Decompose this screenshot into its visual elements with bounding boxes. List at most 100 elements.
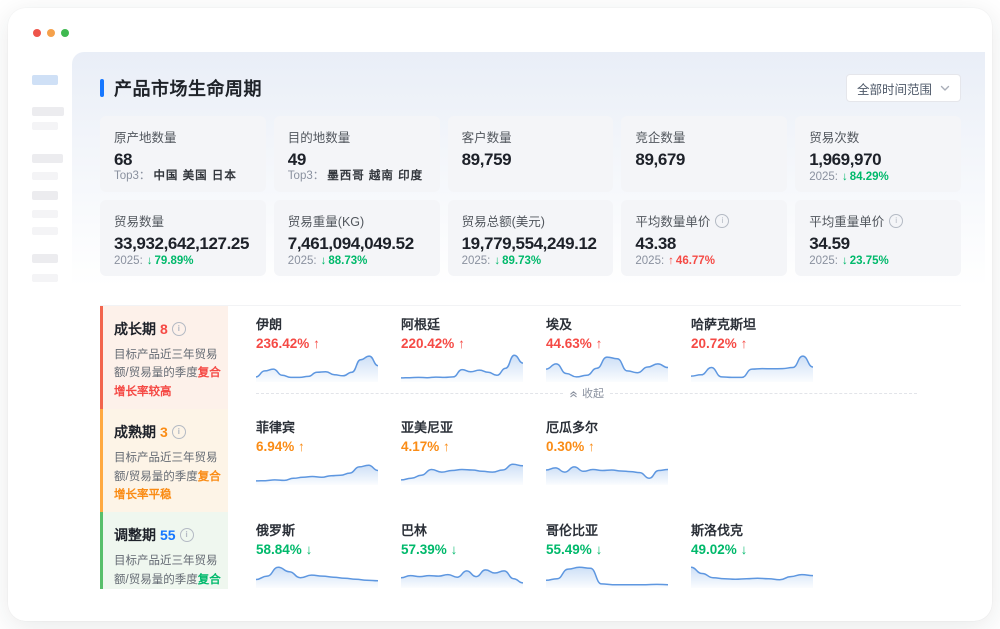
stat-label: 原产地数量 <box>114 131 177 145</box>
section-title: 成熟期 3 <box>114 422 222 442</box>
country-chart: 阿根廷 220.42% ↑ <box>400 314 546 382</box>
section-count: 8 <box>160 321 168 337</box>
country-name: 菲律宾 <box>256 420 296 436</box>
stats-grid: 原产地数量 68 Top3： 中国 美国 日本 目的地数量 49 Top3： 墨西哥… <box>100 116 961 276</box>
lifecycle-sections: 成长期 8 目标产品近三年贸易额/贸易量的季度复合增长率较高 伊朗 236.42… <box>100 305 961 589</box>
sidebar-item[interactable] <box>32 227 58 235</box>
arrow-up-icon: ↑ <box>588 439 595 455</box>
stat-value: 7,461,094,049.52 <box>287 234 414 253</box>
info-icon[interactable] <box>715 213 730 228</box>
sidebar-item[interactable] <box>32 254 58 263</box>
arrow-up-icon: ↑ <box>458 336 465 351</box>
stat-card-avg-weight-price: 平均重量单价 34.59 2025:↓23.75% <box>795 200 961 276</box>
country-growth-rate: 220.42% ↑ <box>401 336 465 351</box>
sparkline-chart <box>400 558 524 589</box>
arrow-down-icon: ↓ <box>320 255 327 267</box>
country-growth-rate: 236.42% ↑ <box>256 336 320 351</box>
stat-label: 竞企数量 <box>635 131 686 145</box>
sidebar-item[interactable] <box>32 122 58 130</box>
sparkline-chart <box>255 455 379 486</box>
sparkline-chart <box>690 352 814 382</box>
sparkline-chart <box>545 455 669 486</box>
country-chart: 哥伦比亚 55.49% ↓ <box>545 520 691 589</box>
sidebar-item-active[interactable] <box>32 75 58 85</box>
country-name: 埃及 <box>546 317 573 332</box>
section-mature-label: 成熟期 3 目标产品近三年贸易额/贸易量的季度复合增长率平稳 <box>100 409 228 513</box>
title-accent-bar <box>100 79 104 97</box>
maximize-window-icon[interactable] <box>61 29 69 37</box>
stat-value: 43.38 <box>635 234 676 253</box>
stat-trend: 2025: ↓ 88.73% <box>287 255 368 267</box>
section-mature: 成熟期 3 目标产品近三年贸易额/贸易量的季度复合增长率平稳 菲律宾 6.94%… <box>100 409 961 513</box>
time-range-dropdown[interactable]: 全部时间范围 <box>845 74 961 102</box>
sidebar-item[interactable] <box>32 210 58 218</box>
arrow-down-icon: ↓ <box>740 542 748 558</box>
info-icon[interactable] <box>889 213 904 228</box>
stat-value: 49 <box>287 150 307 169</box>
info-icon[interactable] <box>179 528 194 543</box>
arrow-up-icon: ↑ <box>668 255 674 267</box>
arrow-down-icon: ↓ <box>305 542 313 558</box>
stat-trend: 2025: ↓ 89.73% <box>461 255 542 267</box>
section-count: 3 <box>160 424 168 441</box>
stat-value: 19,779,554,249.12 <box>461 234 597 253</box>
country-chart: 哈萨克斯坦 20.72% ↑ <box>690 314 836 382</box>
stat-label: 贸易次数 <box>809 131 860 145</box>
info-icon[interactable] <box>171 425 186 440</box>
country-growth-rate: 55.49% ↓ <box>546 542 603 558</box>
section-description: 目标产品近三年贸易额/贸易量的季度复合增长率较高 <box>114 349 221 398</box>
stat-label: 客户数量 <box>461 131 512 145</box>
collapse-toggle[interactable]: 收起 <box>256 385 917 401</box>
sparkline-chart <box>400 352 524 382</box>
sidebar-item[interactable] <box>32 191 58 200</box>
stat-label: 目的地数量 <box>287 131 351 145</box>
country-chart: 俄罗斯 58.84% ↓ <box>255 520 401 589</box>
country-name: 厄瓜多尔 <box>546 420 599 436</box>
sidebar-item[interactable] <box>32 154 63 163</box>
stat-top3: Top3： 墨西哥 越南 印度 <box>287 170 424 182</box>
stat-label: 贸易总额(美元) <box>461 215 545 229</box>
stat-trend: 2025: ↓ 84.29% <box>809 171 889 183</box>
country-chart: 亚美尼亚 4.17% ↑ <box>400 417 546 486</box>
stat-value: 33,932,642,127.25 <box>114 234 250 253</box>
window-controls <box>33 29 69 37</box>
stat-trend: 2025: ↓ 23.75% <box>809 255 889 267</box>
stat-value: 68 <box>114 150 133 169</box>
stat-trend: 2025: ↓ 79.89% <box>114 255 194 267</box>
stat-label: 平均重量单价 <box>809 211 947 230</box>
sparkline-chart <box>255 352 379 382</box>
section-growth-charts: 伊朗 236.42% ↑ 阿根廷 220.42% ↑ 埃及 44.63% ↑ <box>228 306 961 409</box>
stat-label: 贸易重量(KG) <box>287 215 365 229</box>
info-icon[interactable] <box>171 322 186 336</box>
country-growth-rate: 49.02% ↓ <box>691 542 748 558</box>
section-growth-label: 成长期 8 目标产品近三年贸易额/贸易量的季度复合增长率较高 <box>100 306 228 410</box>
stat-value: 1,969,970 <box>809 150 882 169</box>
page-header: 产品市场生命周期 全部时间范围 <box>100 74 961 102</box>
country-name: 俄罗斯 <box>256 523 296 539</box>
country-name: 阿根廷 <box>401 317 441 332</box>
stat-value: 89,679 <box>635 150 685 169</box>
country-name: 斯洛伐克 <box>691 523 744 539</box>
stat-card-destination-count: 目的地数量 49 Top3： 墨西哥 越南 印度 <box>273 116 440 192</box>
stat-value: 89,759 <box>461 150 512 169</box>
sparkline-chart <box>255 558 379 589</box>
arrow-down-icon: ↓ <box>595 542 603 558</box>
section-count: 55 <box>160 527 176 544</box>
minimize-window-icon[interactable] <box>47 29 55 37</box>
section-description: 目标产品近三年贸易额/贸易量的季度复合增长率平稳 <box>114 452 221 501</box>
sidebar-item[interactable] <box>32 107 64 116</box>
main-panel: 产品市场生命周期 全部时间范围 原产地数量 68 Top3： 中国 美国 日本 目… <box>72 52 985 589</box>
arrow-up-icon: ↑ <box>443 439 450 455</box>
country-chart: 伊朗 236.42% ↑ <box>255 314 401 382</box>
sidebar-item[interactable] <box>32 172 58 180</box>
stat-card-competitor-count: 竞企数量 89,679 <box>621 116 788 192</box>
stat-card-avg-quantity-price: 平均数量单价 43.38 2025:↑46.77% <box>621 200 788 276</box>
close-window-icon[interactable] <box>33 29 41 37</box>
stat-label: 贸易数量 <box>114 215 165 229</box>
page-title: 产品市场生命周期 <box>114 79 262 99</box>
country-name: 哥伦比亚 <box>546 523 599 539</box>
sidebar-item[interactable] <box>32 274 58 282</box>
stat-card-trade-count: 贸易次数 1,969,970 2025: ↓ 84.29% <box>795 116 961 192</box>
chevron-double-up-icon <box>570 390 577 397</box>
country-growth-rate: 44.63% ↑ <box>546 336 603 351</box>
